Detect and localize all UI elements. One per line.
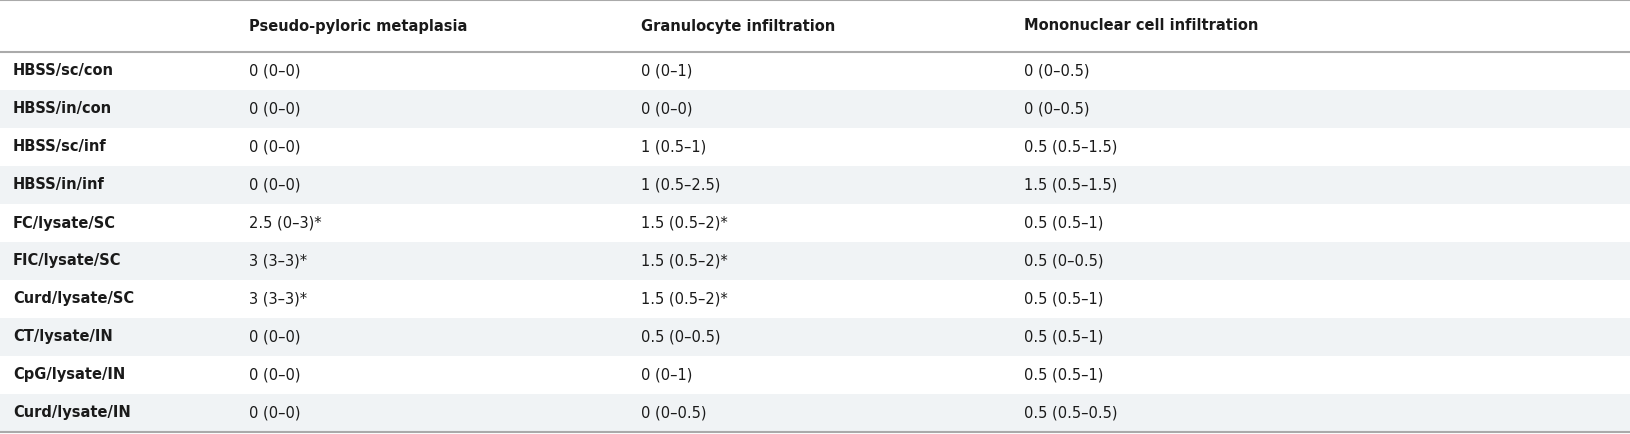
Text: HBSS/sc/con: HBSS/sc/con	[13, 63, 114, 79]
Text: FIC/lysate/SC: FIC/lysate/SC	[13, 253, 122, 269]
Bar	[0, 166, 1630, 204]
Text: 0 (0–0): 0 (0–0)	[249, 102, 302, 116]
Text: 0 (0–0): 0 (0–0)	[249, 405, 302, 421]
Text: 0 (0–0): 0 (0–0)	[249, 178, 302, 193]
Text: 0.5 (0–0.5): 0.5 (0–0.5)	[641, 329, 720, 345]
Text: 0 (0–0): 0 (0–0)	[249, 139, 302, 155]
Text: 1.5 (0.5–2)*: 1.5 (0.5–2)*	[641, 216, 727, 230]
Text: Mononuclear cell infiltration: Mononuclear cell infiltration	[1024, 19, 1258, 33]
Text: 2.5 (0–3)*: 2.5 (0–3)*	[249, 216, 323, 230]
Bar	[0, 0, 1630, 52]
Bar	[0, 52, 1630, 90]
Text: HBSS/in/inf: HBSS/in/inf	[13, 178, 104, 193]
Text: 0 (0–0): 0 (0–0)	[641, 102, 693, 116]
Text: 1 (0.5–2.5): 1 (0.5–2.5)	[641, 178, 720, 193]
Text: 0 (0–0): 0 (0–0)	[249, 368, 302, 382]
Text: Pseudo-pyloric metaplasia: Pseudo-pyloric metaplasia	[249, 19, 468, 33]
Bar	[0, 242, 1630, 280]
Bar	[0, 280, 1630, 318]
Text: HBSS/in/con: HBSS/in/con	[13, 102, 112, 116]
Text: 1.5 (0.5–2)*: 1.5 (0.5–2)*	[641, 292, 727, 306]
Text: CT/lysate/IN: CT/lysate/IN	[13, 329, 112, 345]
Text: 0 (0–0.5): 0 (0–0.5)	[1024, 63, 1089, 79]
Text: 0.5 (0.5–1): 0.5 (0.5–1)	[1024, 292, 1104, 306]
Text: 0.5 (0.5–0.5): 0.5 (0.5–0.5)	[1024, 405, 1117, 421]
Text: 0 (0–0): 0 (0–0)	[249, 329, 302, 345]
Text: 0 (0–1): 0 (0–1)	[641, 368, 693, 382]
Text: Curd/lysate/IN: Curd/lysate/IN	[13, 405, 130, 421]
Bar	[0, 128, 1630, 166]
Text: CpG/lysate/IN: CpG/lysate/IN	[13, 368, 126, 382]
Text: 0.5 (0.5–1.5): 0.5 (0.5–1.5)	[1024, 139, 1117, 155]
Bar	[0, 204, 1630, 242]
Text: 0 (0–0.5): 0 (0–0.5)	[641, 405, 706, 421]
Text: 3 (3–3)*: 3 (3–3)*	[249, 292, 308, 306]
Text: 0 (0–0): 0 (0–0)	[249, 63, 302, 79]
Bar	[0, 90, 1630, 128]
Text: 0.5 (0.5–1): 0.5 (0.5–1)	[1024, 368, 1104, 382]
Text: 0.5 (0–0.5): 0.5 (0–0.5)	[1024, 253, 1104, 269]
Text: Curd/lysate/SC: Curd/lysate/SC	[13, 292, 134, 306]
Text: HBSS/sc/inf: HBSS/sc/inf	[13, 139, 108, 155]
Bar	[0, 356, 1630, 394]
Text: 3 (3–3)*: 3 (3–3)*	[249, 253, 308, 269]
Text: 1.5 (0.5–2)*: 1.5 (0.5–2)*	[641, 253, 727, 269]
Text: 0.5 (0.5–1): 0.5 (0.5–1)	[1024, 329, 1104, 345]
Text: 1.5 (0.5–1.5): 1.5 (0.5–1.5)	[1024, 178, 1117, 193]
Bar	[0, 318, 1630, 356]
Text: Granulocyte infiltration: Granulocyte infiltration	[641, 19, 835, 33]
Text: 0 (0–0.5): 0 (0–0.5)	[1024, 102, 1089, 116]
Text: 0.5 (0.5–1): 0.5 (0.5–1)	[1024, 216, 1104, 230]
Text: FC/lysate/SC: FC/lysate/SC	[13, 216, 116, 230]
Bar	[0, 394, 1630, 432]
Text: 1 (0.5–1): 1 (0.5–1)	[641, 139, 706, 155]
Text: 0 (0–1): 0 (0–1)	[641, 63, 693, 79]
